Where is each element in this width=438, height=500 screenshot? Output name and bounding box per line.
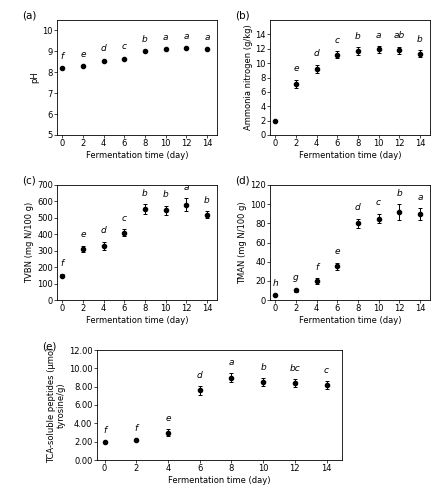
Text: b: b [396, 189, 401, 198]
Text: ab: ab [393, 32, 404, 40]
Text: c: c [334, 36, 339, 44]
Text: d: d [354, 203, 360, 212]
Text: c: c [323, 366, 328, 375]
Y-axis label: TVBN (mg N/100 g): TVBN (mg N/100 g) [25, 202, 34, 283]
Text: b: b [142, 35, 148, 44]
Text: c: c [375, 198, 380, 207]
Text: a: a [375, 30, 381, 40]
Text: (d): (d) [234, 176, 249, 186]
Text: b: b [354, 32, 360, 41]
Y-axis label: Ammonia nitrogen (g/kg): Ammonia nitrogen (g/kg) [243, 24, 252, 130]
Text: f: f [60, 258, 64, 268]
Text: e: e [80, 50, 85, 58]
X-axis label: Fermentation time (day): Fermentation time (day) [298, 151, 400, 160]
Text: b: b [260, 364, 265, 372]
Text: c: c [121, 214, 127, 223]
Text: bc: bc [289, 364, 300, 374]
Text: c: c [121, 42, 127, 51]
Text: d: d [100, 44, 106, 54]
Text: a: a [162, 33, 168, 42]
Text: e: e [334, 248, 339, 256]
Text: g: g [292, 273, 298, 282]
Text: d: d [100, 226, 106, 235]
Text: b: b [162, 190, 168, 199]
Text: f: f [134, 424, 138, 433]
Text: (b): (b) [234, 11, 249, 21]
Text: e: e [293, 64, 298, 74]
X-axis label: Fermentation time (day): Fermentation time (day) [86, 151, 188, 160]
Text: (e): (e) [42, 341, 57, 351]
Text: b: b [142, 188, 148, 198]
Text: a: a [183, 32, 189, 41]
X-axis label: Fermentation time (day): Fermentation time (day) [298, 316, 400, 325]
Text: b: b [204, 196, 209, 205]
Text: (a): (a) [22, 11, 36, 21]
Y-axis label: pH: pH [31, 72, 39, 84]
Text: b: b [416, 35, 422, 44]
Text: h: h [272, 279, 277, 288]
X-axis label: Fermentation time (day): Fermentation time (day) [168, 476, 270, 485]
Y-axis label: TMAN (mg N/100 g): TMAN (mg N/100 g) [238, 201, 247, 284]
X-axis label: Fermentation time (day): Fermentation time (day) [86, 316, 188, 325]
Text: a: a [183, 183, 189, 192]
Text: d: d [313, 49, 319, 58]
Text: (c): (c) [22, 176, 35, 186]
Text: f: f [103, 426, 106, 434]
Text: d: d [196, 370, 202, 380]
Text: a: a [228, 358, 233, 367]
Text: f: f [314, 262, 318, 272]
Text: e: e [80, 230, 85, 239]
Text: a: a [416, 192, 422, 202]
Text: a: a [204, 33, 209, 42]
Text: e: e [165, 414, 170, 423]
Y-axis label: TCA-soluble peptides (μmol
tyrosine/g): TCA-soluble peptides (μmol tyrosine/g) [46, 348, 66, 463]
Text: f: f [60, 52, 64, 60]
